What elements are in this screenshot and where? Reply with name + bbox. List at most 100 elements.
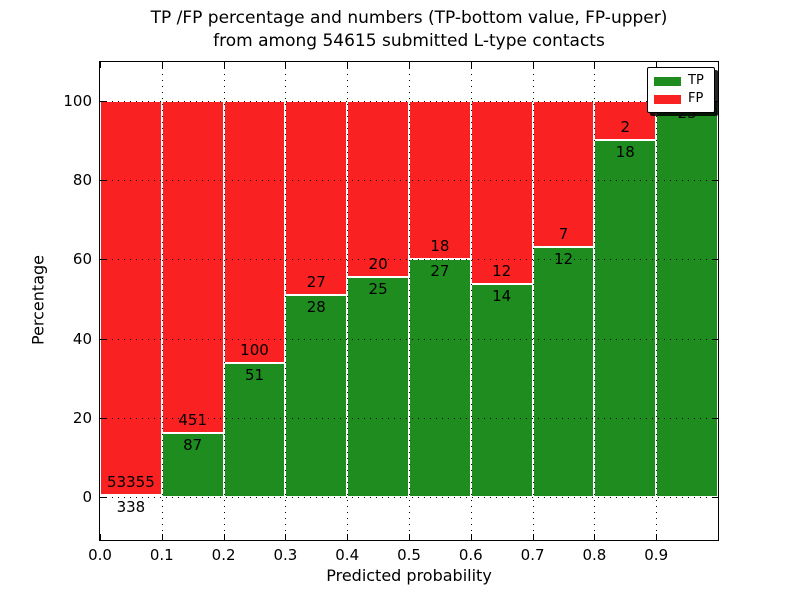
legend-label-tp: TP xyxy=(688,73,704,88)
x-tick-mark-top xyxy=(470,62,472,68)
bar-segment-tp xyxy=(594,140,657,498)
bar-segment-fp xyxy=(532,100,595,247)
fp-color-swatch xyxy=(654,94,681,104)
bar-label-tp: 87 xyxy=(183,436,203,455)
bar-segment-fp xyxy=(285,100,348,296)
bar-label-fp: 7 xyxy=(558,224,569,243)
x-tick-mark-top xyxy=(100,62,101,68)
bar-segment-tp xyxy=(285,295,348,498)
bar-segment-tp xyxy=(532,246,595,498)
bar-segment-tp xyxy=(656,100,718,498)
y-tick-mark-right xyxy=(712,338,718,340)
x-tick-label: 0.6 xyxy=(458,546,483,564)
gridline-vertical xyxy=(656,62,658,540)
bar-label-tp: 25 xyxy=(368,279,388,298)
x-tick-label: 0.7 xyxy=(520,546,545,564)
bar-label-tp: 12 xyxy=(553,249,574,268)
bar-label-tp: 338 xyxy=(116,497,146,516)
x-tick-label: 0.2 xyxy=(211,546,236,564)
y-tick-label: 0 xyxy=(82,488,92,507)
bar-label-tp: 51 xyxy=(244,366,265,385)
chart-title: TP /FP percentage and numbers (TP-bottom… xyxy=(100,7,718,53)
x-tick-label: 0.5 xyxy=(397,546,421,564)
x-tick-mark-top xyxy=(285,62,287,68)
y-tick-label: 80 xyxy=(72,171,92,190)
x-tick-mark-top xyxy=(347,62,349,68)
x-axis-label: Predicted probability xyxy=(326,566,492,585)
y-tick-mark xyxy=(100,100,106,102)
y-tick-label: 20 xyxy=(72,408,92,427)
x-tick-mark xyxy=(470,534,472,540)
bar-segment-fp xyxy=(161,100,224,434)
x-tick-mark-top xyxy=(594,62,596,68)
y-tick-mark xyxy=(100,338,106,340)
y-tick-mark xyxy=(100,180,106,182)
gridline-vertical xyxy=(532,62,534,540)
x-tick-mark xyxy=(656,534,658,540)
x-tick-mark xyxy=(100,534,101,540)
x-tick-label: 0.8 xyxy=(582,546,607,564)
bar-label-tp: 18 xyxy=(615,143,635,162)
bar-segment-fp xyxy=(100,100,162,495)
x-tick-mark xyxy=(347,534,349,540)
gridline-vertical xyxy=(223,62,225,540)
x-tick-label: 0.1 xyxy=(149,546,174,564)
plot-area: 53355 338 451 87 100 51 27 28 20 25 18 27 12 14 7 12 2 18… xyxy=(99,61,719,541)
x-tick-mark-top xyxy=(409,62,410,68)
bar-label-fp: 18 xyxy=(430,237,450,256)
y-tick-mark-right xyxy=(712,100,718,102)
bar-label-tp: 14 xyxy=(492,286,512,305)
bar-segment-fp xyxy=(347,100,409,277)
bar-label-fp: 12 xyxy=(492,261,512,280)
x-tick-mark xyxy=(285,534,287,540)
y-tick-mark-right xyxy=(712,417,718,419)
bar-label-tp: 27 xyxy=(430,262,450,281)
legend: TP FP xyxy=(647,67,715,113)
y-tick-mark-right xyxy=(712,497,718,499)
y-tick-mark xyxy=(100,259,106,261)
y-tick-label: 100 xyxy=(63,91,92,110)
gridline-vertical xyxy=(161,62,163,540)
bar-segment-tp xyxy=(100,494,162,498)
x-tick-mark xyxy=(594,534,596,540)
gridline-vertical xyxy=(347,62,349,540)
x-tick-label: 0.9 xyxy=(644,546,669,564)
x-tick-mark xyxy=(161,534,163,540)
bar-label-fp: 2 xyxy=(620,118,631,137)
bar-label-fp: 100 xyxy=(240,341,269,360)
bar-segment-tp xyxy=(470,283,533,498)
x-tick-mark xyxy=(532,534,534,540)
gridline-vertical xyxy=(470,62,472,540)
bar-segment-tp xyxy=(409,259,471,498)
x-tick-mark-top xyxy=(223,62,225,68)
bar-label-tp: 28 xyxy=(306,298,326,317)
y-axis-label: Percentage xyxy=(28,254,48,346)
bar-label-fp: 27 xyxy=(306,273,326,292)
chart-title-line2: from among 54615 submitted L-type contac… xyxy=(213,31,605,51)
x-tick-label: 0.3 xyxy=(273,546,298,564)
bar-segment-tp xyxy=(161,433,224,498)
bar-segment-fp xyxy=(223,100,286,364)
gridline-vertical xyxy=(594,62,596,540)
x-tick-label: 0.0 xyxy=(88,546,112,564)
legend-label-fp: FP xyxy=(688,91,704,106)
x-tick-mark xyxy=(409,534,410,540)
bar-label-fp: 53355 xyxy=(107,472,155,491)
bar-label-fp: 20 xyxy=(368,254,388,273)
bar-segment-tp xyxy=(347,276,409,498)
y-tick-mark xyxy=(100,417,106,419)
tp-color-swatch xyxy=(654,76,681,86)
bar-label-fp: 451 xyxy=(178,411,208,430)
x-tick-mark xyxy=(223,534,225,540)
y-tick-mark-right xyxy=(712,259,718,261)
y-tick-label: 40 xyxy=(72,329,92,348)
y-tick-label: 60 xyxy=(72,250,92,269)
x-tick-label: 0.4 xyxy=(335,546,360,564)
y-tick-mark-right xyxy=(712,180,718,182)
x-tick-mark-top xyxy=(656,62,658,68)
gridline-vertical xyxy=(285,62,287,540)
chart-title-line1: TP /FP percentage and numbers (TP-bottom… xyxy=(150,8,668,28)
x-tick-mark-top xyxy=(532,62,534,68)
legend-item-tp: TP xyxy=(654,74,708,88)
